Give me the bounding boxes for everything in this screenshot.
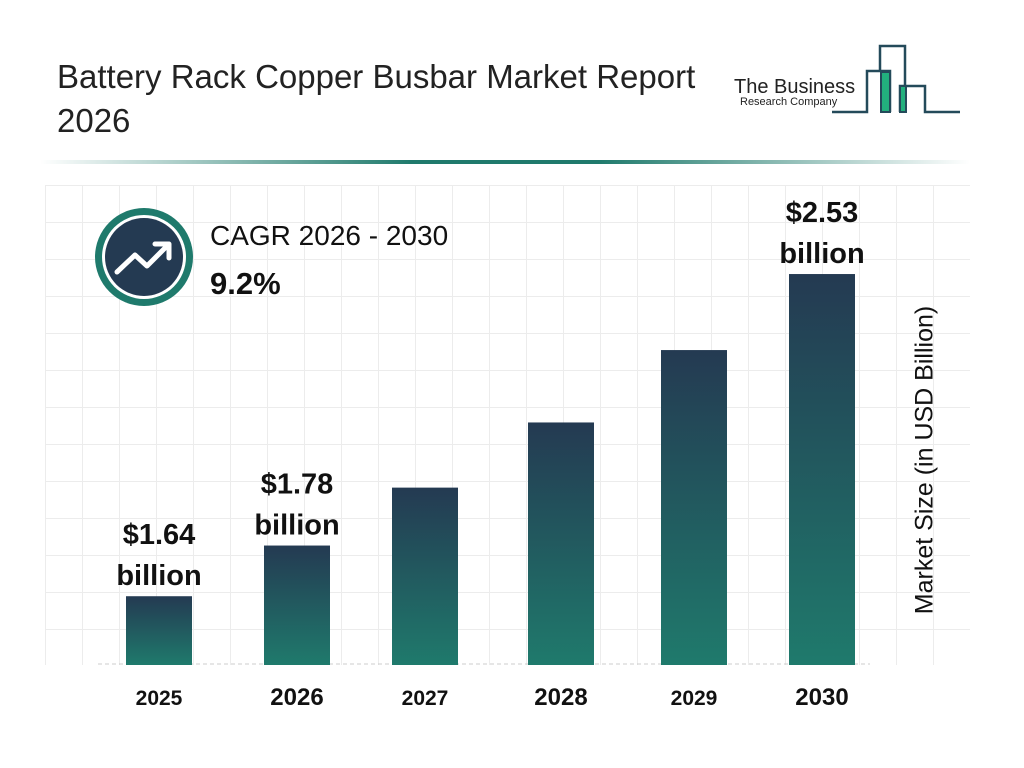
- bar-2029: [661, 350, 727, 665]
- x-tick-label: 2026: [270, 684, 323, 711]
- data-label: billion: [116, 560, 201, 592]
- bar-2028: [528, 422, 594, 665]
- data-label: billion: [254, 510, 339, 542]
- data-label: $1.78: [261, 469, 334, 501]
- x-tick-label: 2029: [671, 687, 718, 710]
- y-axis-label: Market Size (in USD Billion): [910, 305, 939, 615]
- logo-line1: The Business: [734, 76, 855, 98]
- trending-up-icon: [114, 241, 172, 275]
- x-tick-label: 2025: [136, 687, 183, 710]
- bar-2027: [392, 487, 458, 665]
- logo-line2: Research Company: [740, 96, 838, 108]
- bar-2030: [789, 274, 855, 665]
- company-logo: The Business Research Company: [720, 40, 970, 125]
- bar-2026: [264, 545, 330, 665]
- cagr-label: CAGR 2026 - 2030: [210, 220, 449, 251]
- x-tick-label: 2027: [402, 687, 449, 710]
- data-label: $2.53: [786, 197, 859, 229]
- data-label: $1.64: [123, 519, 196, 551]
- bar-2025: [126, 596, 192, 665]
- header-divider: [40, 160, 970, 164]
- x-tick-label: 2030: [795, 684, 848, 711]
- cagr-value: 9.2%: [210, 266, 281, 301]
- data-label: billion: [779, 238, 864, 270]
- page-title: Battery Rack Copper Busbar Market Report…: [57, 58, 696, 139]
- x-tick-label: 2028: [534, 684, 587, 711]
